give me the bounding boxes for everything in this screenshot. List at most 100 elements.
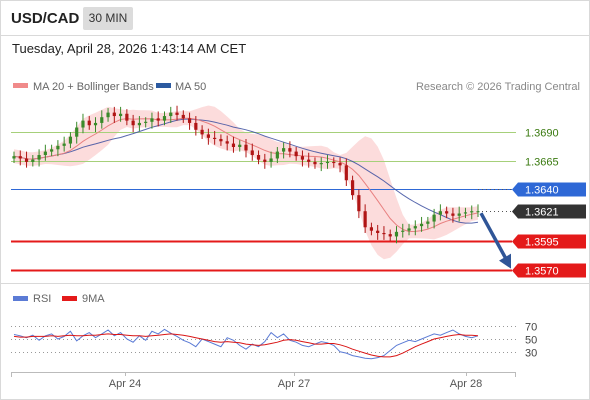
rsi-level-label-50: 50 [525, 335, 537, 347]
candle-body [256, 155, 261, 160]
candle-body [181, 114, 185, 119]
candle-body [432, 214, 436, 222]
forecast-arrow-head [499, 253, 511, 269]
candle-body [156, 118, 160, 121]
candle-body [50, 149, 54, 152]
candle-body [24, 158, 29, 162]
candle-body [344, 165, 348, 181]
x-axis-labels: Apr 24 Apr 27 Apr 28 [109, 372, 482, 390]
rsi-level-label-70: 70 [525, 322, 537, 334]
header-divider [0, 35, 590, 36]
candle-body [112, 112, 116, 117]
candle-body [307, 159, 311, 162]
candle-body [357, 195, 361, 212]
level-badge-text-1.3570: 1.3570 [525, 266, 559, 278]
interval-button[interactable]: 30 MIN [83, 7, 133, 30]
rsi-ma-line [13, 333, 479, 358]
candle-body [87, 120, 91, 126]
candle-body [219, 138, 223, 142]
level-badge-text-1.3640: 1.3640 [525, 185, 559, 197]
bollinger-bands [14, 105, 478, 260]
candle-body [463, 212, 468, 214]
candle-body [150, 118, 154, 122]
candle-body [382, 232, 386, 235]
level-badge-text-1.3621: 1.3621 [525, 207, 559, 219]
candle-body [37, 155, 41, 160]
rsi-ma-legend-label: 9MA [82, 293, 105, 305]
bollinger-band-fill [14, 105, 478, 260]
candle-body [162, 116, 167, 121]
rsi-legend-label: RSI [33, 293, 51, 305]
level-label-1.3690: 1.3690 [525, 128, 559, 140]
candle-body [419, 223, 424, 227]
ma20-legend-label: MA 20 + Bollinger Bands [33, 81, 154, 93]
rsi-legend-swatch [13, 296, 28, 301]
candle-body [137, 122, 142, 126]
candle-body [175, 112, 179, 115]
candlesticks [12, 105, 480, 244]
candle-body [244, 144, 248, 151]
candle-body [250, 150, 254, 156]
chart-header: USD/CAD 30 MIN [0, 0, 590, 38]
candle-body [56, 145, 60, 150]
candle-body [451, 213, 455, 216]
forecast-arrow-shaft [479, 212, 509, 262]
ma50-legend-swatch [156, 83, 171, 88]
ma20-legend-swatch [13, 83, 28, 88]
rsi-level-label-30: 30 [525, 348, 537, 360]
credit-text: Research © 2026 Trading Central [416, 81, 580, 93]
candle-body [445, 211, 449, 214]
candle-body [401, 230, 405, 232]
candle-body [169, 112, 173, 117]
level-badge-1.3595 [512, 234, 586, 249]
level-badge-1.3570 [512, 263, 586, 278]
candle-body [457, 213, 461, 216]
candle-body [62, 143, 66, 146]
symbol-title: USD/CAD [11, 10, 80, 27]
level-badge-1.3640 [512, 182, 586, 197]
forecast-arrow [479, 212, 511, 269]
candle-body [388, 234, 392, 237]
candle-body [81, 120, 85, 128]
level-badge-text-1.3595: 1.3595 [525, 237, 559, 249]
candle-body [118, 113, 123, 117]
candle-body [231, 143, 236, 148]
candle-body [31, 159, 35, 162]
candle-body [93, 122, 98, 126]
ma50-line [13, 118, 479, 224]
candle-body [187, 118, 192, 123]
candle-body [263, 159, 267, 162]
candle-body [100, 117, 104, 123]
candle-body [144, 121, 148, 123]
candle-body [376, 230, 380, 233]
candle-body [200, 129, 204, 135]
rsi-ma-legend-swatch [62, 296, 77, 301]
level-label-1.3665: 1.3665 [525, 157, 559, 169]
candle-body [470, 211, 474, 213]
level-labels: 1.3690 1.3665 1.3640 1.3621 1.3595 1.3570 [512, 128, 586, 278]
candle-body [319, 163, 323, 165]
candle-body [194, 122, 198, 130]
candle-body [294, 151, 298, 157]
candle-body [394, 231, 399, 237]
rsi-line [13, 328, 479, 360]
candle-body [407, 228, 411, 231]
candle-body [131, 120, 135, 126]
candle-body [476, 211, 480, 213]
candle-body [238, 144, 242, 148]
candle-body [18, 156, 22, 159]
candle-body [338, 163, 342, 166]
candle-body [68, 136, 73, 144]
x-tick-label: Apr 24 [109, 378, 141, 390]
x-tick-label: Apr 28 [450, 378, 482, 390]
candle-body [426, 221, 430, 224]
candle-body [125, 113, 129, 121]
candle-body [300, 156, 305, 160]
timestamp: Tuesday, April 28, 2026 1:43:14 AM CET [12, 41, 247, 56]
candle-body [43, 151, 47, 156]
ma50-legend-label: MA 50 [175, 81, 206, 93]
candle-body [438, 211, 442, 215]
candle-body [213, 137, 217, 139]
